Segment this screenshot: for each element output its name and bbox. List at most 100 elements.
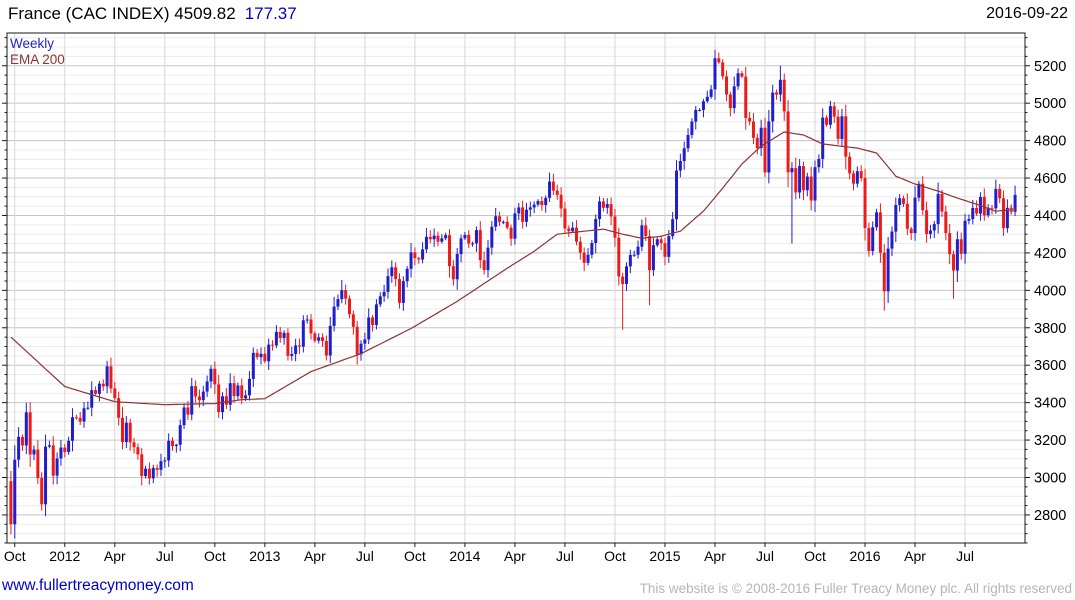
candle-down	[355, 326, 359, 355]
candle-up	[517, 207, 521, 214]
candle-up	[455, 254, 459, 280]
candle-down	[882, 252, 886, 292]
candle-up	[894, 204, 898, 232]
candle-down	[763, 127, 767, 173]
candle-down	[836, 116, 840, 139]
candle-down	[574, 227, 578, 242]
candle-up	[682, 148, 686, 162]
candle-up	[105, 366, 109, 387]
candle-down	[832, 106, 836, 117]
candle-up	[340, 290, 344, 300]
candle-down	[1002, 198, 1006, 229]
candle-down	[794, 168, 798, 193]
candle-down	[751, 121, 755, 138]
candle-down	[255, 352, 259, 358]
candle-down	[113, 388, 117, 399]
candle-down	[482, 260, 486, 271]
candle-up	[440, 238, 444, 242]
candle-up	[871, 227, 875, 252]
candle-up	[471, 243, 475, 245]
candle-down	[959, 239, 963, 254]
legend-ema-label: EMA 200	[10, 52, 65, 67]
chart-title: France (CAC INDEX) 4509.82	[8, 4, 236, 23]
candle-up	[378, 296, 382, 305]
candle-down	[9, 481, 13, 525]
candle-up	[678, 161, 682, 171]
candle-up	[798, 166, 802, 193]
candle-up	[486, 247, 490, 271]
candle-down	[905, 203, 909, 229]
candle-down	[413, 252, 417, 259]
candle-up	[386, 276, 390, 292]
y-axis-label: 4000	[1034, 283, 1066, 299]
candle-up	[17, 436, 21, 460]
candle-up	[501, 221, 505, 223]
candle-up	[328, 325, 332, 356]
candle-down	[417, 258, 421, 260]
x-axis-label: 2016	[849, 548, 880, 564]
site-link[interactable]: www.fullertreacymoney.com	[2, 577, 194, 594]
candle-down	[748, 117, 752, 122]
candle-up	[628, 254, 632, 267]
candles-layer	[9, 49, 1017, 539]
candle-up	[767, 121, 771, 173]
candle-up	[274, 331, 278, 346]
candle-up	[986, 207, 990, 216]
candle-up	[548, 181, 552, 198]
candle-down	[578, 241, 582, 253]
candle-up	[855, 171, 859, 184]
candle-up	[790, 168, 794, 173]
candle-down	[63, 447, 67, 453]
candle-down	[263, 353, 267, 362]
candle-down	[721, 62, 725, 77]
candle-up	[624, 266, 628, 284]
candle-down	[197, 396, 201, 401]
candle-up	[201, 391, 205, 401]
x-axis-label: Apr	[104, 548, 126, 564]
x-axis-label: Oct	[604, 548, 626, 564]
x-axis-label: Oct	[204, 548, 226, 564]
candle-down	[551, 181, 555, 191]
candle-up	[967, 219, 971, 221]
candle-down	[313, 333, 317, 341]
candle-down	[467, 234, 471, 244]
x-axis-label: Jul	[556, 548, 574, 564]
candle-down	[451, 266, 455, 280]
candle-down	[94, 390, 98, 394]
candle-up	[144, 468, 148, 476]
candle-up	[694, 109, 698, 122]
candle-up	[332, 306, 336, 326]
candle-down	[902, 198, 906, 204]
candle-up	[459, 238, 463, 255]
x-axis-label: Oct	[804, 548, 826, 564]
candle-up	[994, 188, 998, 209]
y-axis-label: 3600	[1034, 358, 1066, 374]
candle-up	[44, 446, 48, 505]
candle-down	[775, 92, 779, 95]
candle-up	[494, 216, 498, 227]
candle-up	[513, 213, 517, 239]
candle-up	[821, 117, 825, 159]
candle-down	[171, 440, 175, 447]
candle-down	[663, 243, 667, 257]
candle-up	[955, 239, 959, 271]
candle-up	[474, 230, 478, 244]
candle-up	[813, 167, 817, 201]
candle-up	[336, 299, 340, 307]
candle-up	[67, 440, 71, 453]
candle-up	[190, 386, 194, 415]
candle-down	[801, 166, 805, 191]
candle-up	[528, 207, 532, 210]
candle-down	[644, 225, 648, 237]
candle-down	[478, 230, 482, 261]
candle-down	[867, 228, 871, 252]
candle-down	[140, 454, 144, 476]
candle-down	[278, 331, 282, 339]
candle-up	[405, 268, 409, 282]
candle-down	[394, 267, 398, 280]
candle-up	[713, 58, 717, 90]
candle-down	[232, 383, 236, 397]
y-axis-label: 4600	[1034, 171, 1066, 187]
candle-down	[848, 156, 852, 174]
candle-down	[990, 207, 994, 209]
